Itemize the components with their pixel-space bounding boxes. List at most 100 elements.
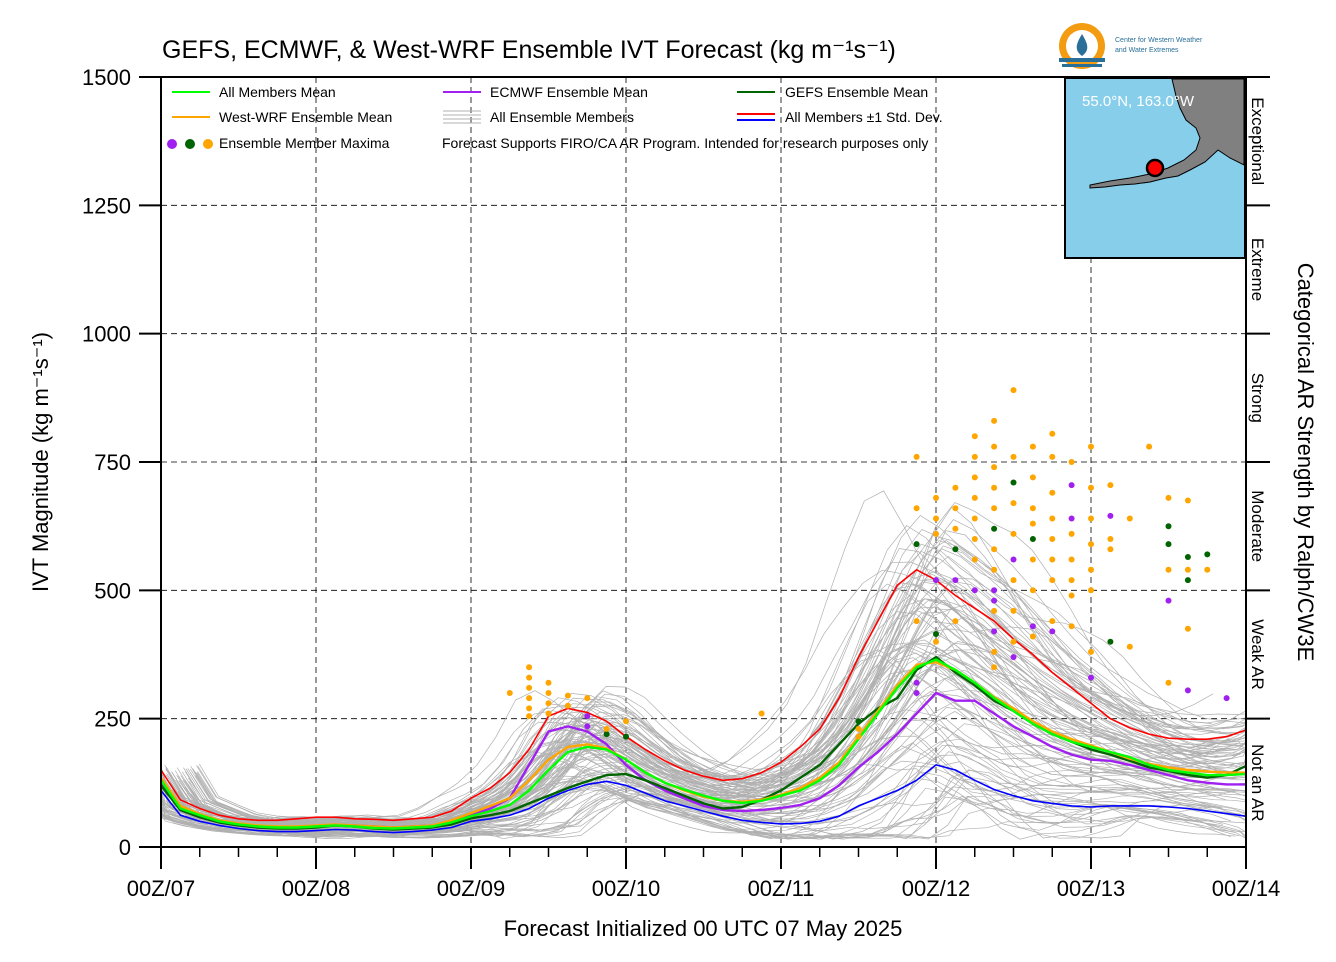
- maxima-point: [971, 587, 978, 594]
- maxima-point: [991, 664, 998, 671]
- legend-swatch-std: [737, 113, 775, 121]
- maxima-point: [933, 631, 939, 637]
- maxima-point: [1204, 551, 1211, 558]
- maxima-point: [1184, 566, 1191, 573]
- ensemble-member-line: [185, 548, 1247, 822]
- maxima-point: [1184, 625, 1191, 632]
- x-tick-label: 00Z/09: [437, 876, 506, 901]
- maxima-point: [855, 733, 862, 740]
- legend-dot-ecmwf: [167, 139, 177, 149]
- x-tick-label: 00Z/08: [282, 876, 351, 901]
- y-tick-label: 1500: [82, 65, 131, 90]
- maxima-point: [1165, 566, 1172, 573]
- maxima-point: [991, 648, 998, 655]
- maxima-point: [1010, 530, 1017, 537]
- maxima-point: [1126, 643, 1133, 650]
- series-all_mean: [160, 658, 1247, 830]
- series-std_lower: [160, 764, 1247, 834]
- maxima-point: [1165, 541, 1172, 548]
- maxima-point: [971, 556, 978, 563]
- maxima-point: [1049, 628, 1056, 635]
- maxima-point: [1029, 556, 1036, 563]
- ensemble-member-line: [188, 616, 1247, 826]
- x-tick-label: 00Z/10: [592, 876, 661, 901]
- inset-land-alaska: [1089, 78, 1245, 189]
- maxima-point: [952, 618, 959, 625]
- legend-maxima: Ensemble Member Maxima: [219, 135, 390, 151]
- category-label: Weak AR: [1248, 619, 1267, 690]
- maxima-point: [1010, 556, 1017, 563]
- maxima-point: [564, 692, 571, 699]
- maxima-point: [933, 515, 939, 522]
- maxima-point: [1029, 443, 1036, 450]
- maxima-point: [1184, 577, 1191, 584]
- maxima-point: [1049, 618, 1056, 625]
- maxima-point: [1029, 520, 1036, 527]
- ensemble-member-line: [160, 654, 1210, 832]
- x-axis-ticks: 00Z/07 00Z/08 00Z/09 00Z/10 00Z/11 00Z/12 00Z/…: [127, 847, 1280, 901]
- logo-wave-icon: [1059, 58, 1105, 62]
- inset-coordinates: 55.0°N, 163.0°W: [1082, 93, 1195, 110]
- logo-line2: and Water Extremes: [1115, 47, 1179, 54]
- maxima-point: [1049, 489, 1056, 496]
- maxima-point: [1010, 453, 1017, 460]
- maxima-point: [623, 733, 629, 740]
- legend-all-mean: All Members Mean: [219, 84, 336, 100]
- maxima-point: [584, 713, 591, 720]
- maxima-point: [1088, 587, 1094, 594]
- maxima-point: [952, 525, 959, 532]
- maxima-point: [1184, 687, 1191, 694]
- legend-wwrf-mean: West-WRF Ensemble Mean: [219, 109, 392, 125]
- maxima-point: [971, 453, 978, 460]
- ensemble-member-line: [160, 490, 1214, 823]
- maxima-point: [1088, 443, 1094, 450]
- category-label: Moderate: [1248, 490, 1267, 562]
- maxima-point: [1088, 674, 1094, 681]
- maxima-point: [526, 664, 533, 671]
- maxima-point: [526, 713, 533, 720]
- maxima-point: [1068, 592, 1075, 599]
- ensemble-member-line: [160, 569, 1212, 821]
- maxima-point: [952, 505, 959, 512]
- series-lines: [160, 569, 1247, 834]
- maxima-point: [855, 718, 862, 725]
- maxima-point: [1029, 474, 1036, 481]
- maxima-point: [1049, 515, 1056, 522]
- legend-all-members: All Ensemble Members: [490, 109, 634, 125]
- ensemble-member-line: [168, 598, 1247, 825]
- maxima-point: [913, 618, 920, 625]
- maxima-point: [1068, 515, 1075, 522]
- y-tick-label: 500: [94, 578, 131, 603]
- maxima-point: [991, 505, 998, 512]
- y-tick-label: 0: [119, 835, 131, 860]
- maxima-point: [603, 731, 610, 738]
- legend-swatch-members: [443, 110, 481, 124]
- logo-line1: Center for Western Weather: [1115, 37, 1203, 44]
- legend-dot-gefs: [185, 139, 195, 149]
- maxima-point: [564, 702, 571, 709]
- maxima-point: [1088, 541, 1094, 548]
- maxima-point: [1049, 556, 1056, 563]
- maxima-point: [1068, 482, 1075, 489]
- legend-dot-wwrf: [203, 139, 213, 149]
- maxima-point: [1010, 479, 1017, 486]
- y-tick-label: 1250: [82, 193, 131, 218]
- maxima-point: [1029, 633, 1036, 640]
- maxima-point: [526, 705, 533, 712]
- y-axis-label: IVT Magnitude (kg m⁻¹s⁻¹): [28, 332, 53, 592]
- x-tick-label: 00Z/12: [902, 876, 971, 901]
- maxima-point: [855, 725, 862, 732]
- category-label: Exceptional: [1248, 97, 1267, 185]
- maxima-point: [545, 679, 552, 686]
- maxima-point: [971, 433, 978, 440]
- maxima-point: [952, 484, 959, 491]
- maxima-point: [1010, 387, 1017, 394]
- maxima-point: [1010, 638, 1017, 645]
- maxima-point: [991, 464, 998, 471]
- maxima-point: [952, 577, 959, 584]
- maxima-point: [1223, 695, 1230, 702]
- maxima-point: [913, 541, 920, 548]
- maxima-point: [1068, 577, 1075, 584]
- ensemble-member-line: [186, 792, 1247, 840]
